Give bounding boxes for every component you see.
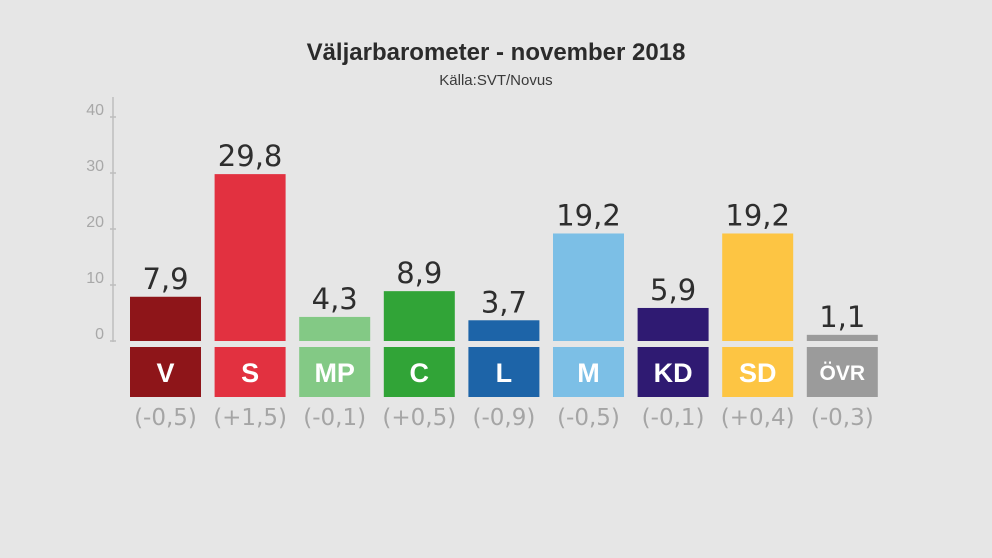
y-axis: 0 10 20 30 40 — [86, 102, 116, 343]
chart-title: Väljarbarometer - november 2018 — [307, 39, 686, 66]
change-label: (+0,5) — [382, 405, 456, 431]
party-box — [553, 347, 624, 397]
party-label: ÖVR — [820, 362, 866, 385]
value-label: 1,1 — [819, 300, 865, 334]
bar-l — [468, 320, 540, 341]
bar-s — [214, 174, 286, 341]
party-box — [214, 347, 286, 397]
party-label: C — [410, 358, 430, 388]
value-label: 7,9 — [142, 262, 188, 296]
party-label: MP — [314, 358, 355, 388]
value-label: 19,2 — [725, 198, 790, 232]
chart-subtitle: Källa:SVT/Novus — [439, 72, 552, 89]
party-box — [637, 347, 709, 397]
value-label: 4,3 — [312, 282, 358, 316]
change-label: (-0,3) — [811, 405, 874, 431]
party-box — [130, 347, 201, 397]
change-label: (-0,9) — [472, 405, 535, 431]
party-box — [383, 347, 455, 397]
change-label: (+0,4) — [721, 405, 795, 431]
value-label: 5,9 — [650, 273, 696, 307]
value-label: 29,8 — [218, 139, 283, 173]
party-box — [299, 347, 371, 397]
value-label: 19,2 — [556, 198, 621, 232]
party-label: V — [156, 358, 174, 388]
party-label: SD — [739, 358, 777, 388]
party-label: KD — [654, 358, 693, 388]
change-label: (-0,1) — [303, 405, 366, 431]
bar-c — [383, 291, 455, 341]
y-tick-label: 20 — [86, 214, 104, 231]
bar-m — [553, 233, 624, 341]
change-label: (+1,5) — [213, 405, 287, 431]
party-box — [806, 347, 878, 397]
change-label: (-0,5) — [557, 405, 620, 431]
y-tick-label: 0 — [95, 326, 104, 343]
party-label: M — [577, 358, 600, 388]
bar-v — [130, 296, 201, 341]
value-label: 8,9 — [396, 256, 442, 290]
y-tick-label: 30 — [86, 158, 104, 175]
bar-mp — [299, 316, 371, 341]
change-label: (-0,1) — [642, 405, 705, 431]
bar-sd — [722, 233, 794, 341]
bar-kd — [637, 307, 709, 341]
party-box — [468, 347, 540, 397]
party-label: S — [241, 358, 259, 388]
party-label: L — [496, 358, 513, 388]
party-box — [722, 347, 794, 397]
change-label: (-0,5) — [134, 405, 197, 431]
bars-group: 7,9 V (-0,5) 29,8 S (+1,5) 4,3 MP (-0,1) 8,9 C (+0,… — [130, 139, 878, 431]
y-tick-label: 40 — [86, 102, 104, 119]
value-label: 3,7 — [481, 285, 527, 319]
bar-övr — [806, 334, 878, 341]
y-tick-label: 10 — [86, 270, 104, 287]
